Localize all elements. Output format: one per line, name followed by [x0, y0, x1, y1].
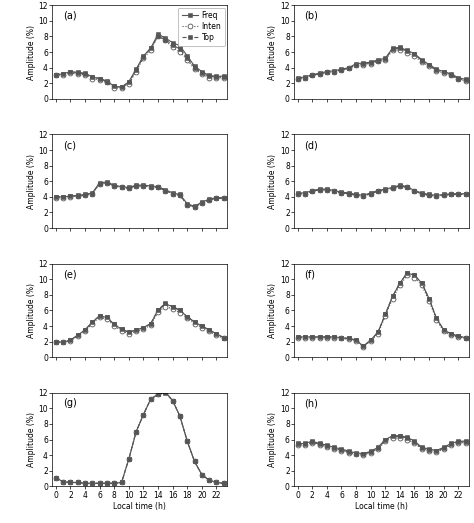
Text: (d): (d): [304, 140, 318, 150]
Y-axis label: Amplitude (%): Amplitude (%): [27, 154, 36, 209]
Text: (g): (g): [63, 399, 76, 408]
Y-axis label: Amplitude (%): Amplitude (%): [27, 412, 36, 467]
Y-axis label: Amplitude (%): Amplitude (%): [268, 283, 277, 338]
Text: (e): (e): [63, 269, 76, 279]
Text: (h): (h): [304, 399, 319, 408]
Text: (b): (b): [304, 11, 319, 21]
Text: (f): (f): [304, 269, 316, 279]
X-axis label: Local time (h): Local time (h): [355, 502, 408, 511]
Text: (c): (c): [63, 140, 76, 150]
Y-axis label: Amplitude (%): Amplitude (%): [268, 25, 277, 79]
X-axis label: Local time (h): Local time (h): [113, 502, 166, 511]
Y-axis label: Amplitude (%): Amplitude (%): [268, 412, 277, 467]
Y-axis label: Amplitude (%): Amplitude (%): [27, 283, 36, 338]
Y-axis label: Amplitude (%): Amplitude (%): [268, 154, 277, 209]
Y-axis label: Amplitude (%): Amplitude (%): [27, 25, 36, 79]
Legend: Freq, Inten, Top: Freq, Inten, Top: [178, 7, 225, 46]
Text: (a): (a): [63, 11, 76, 21]
